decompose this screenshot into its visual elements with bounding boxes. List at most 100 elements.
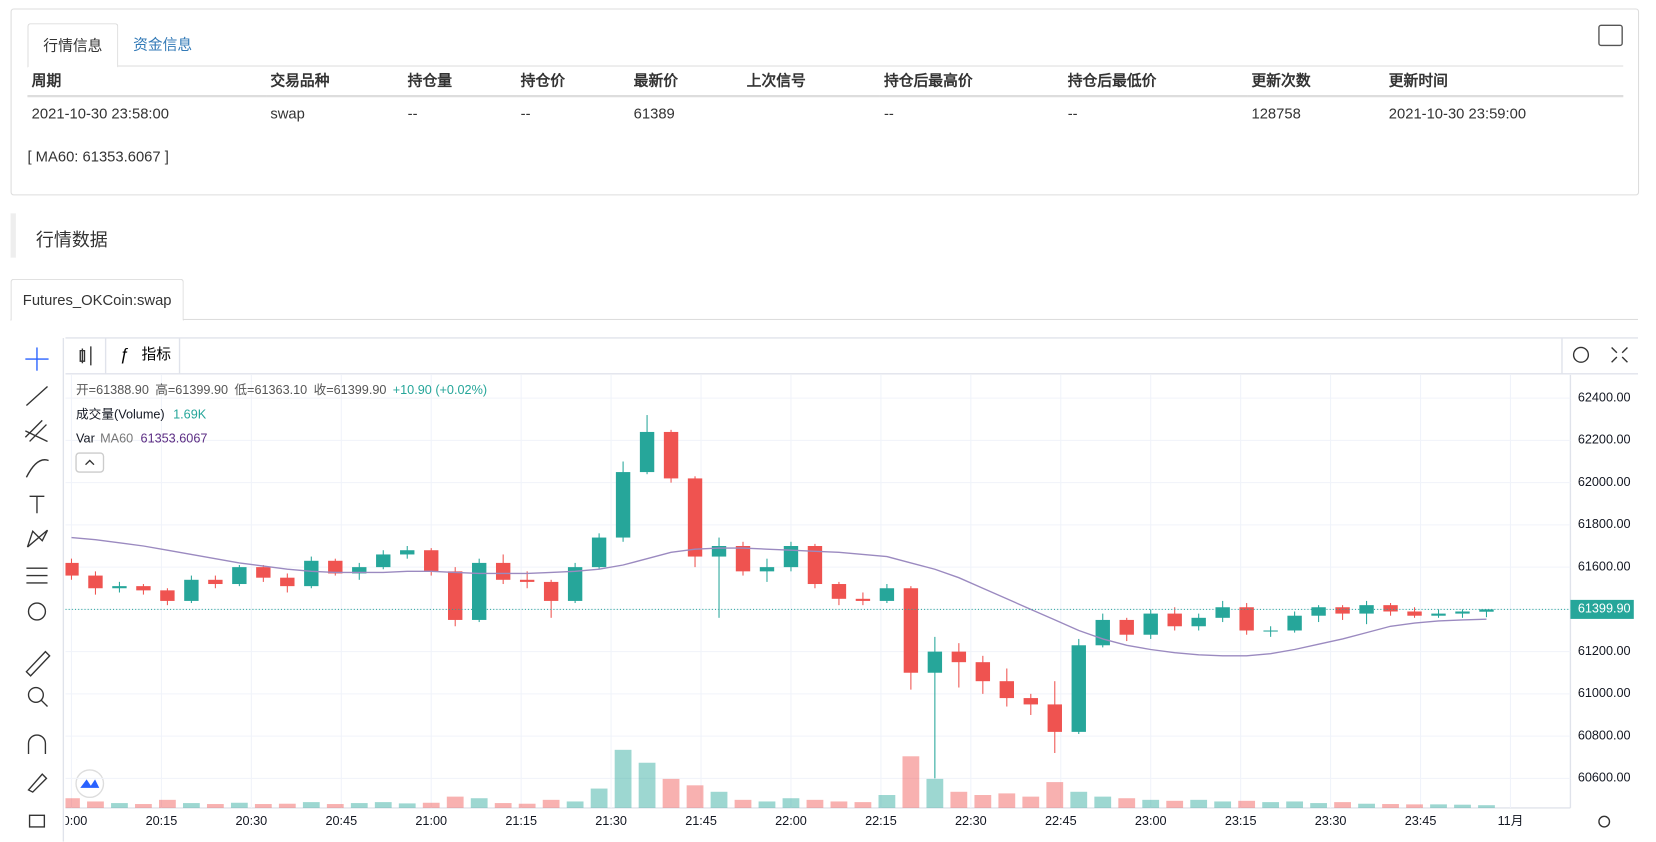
candle-body (831, 584, 847, 599)
lock-icon[interactable] (28, 814, 46, 828)
volume-bar (135, 804, 152, 808)
zoom-icon[interactable] (27, 686, 49, 708)
volume-bar (1214, 801, 1232, 808)
y-tick-label: 60800.00 (1578, 728, 1631, 742)
tab[interactable]: 资金信息 (133, 35, 193, 53)
volume-bar (159, 799, 176, 808)
table-header: 最新价 (629, 65, 743, 98)
table-header: 持仓量 (403, 65, 517, 98)
volume-bar (662, 778, 680, 808)
candle-body (328, 560, 343, 574)
logo (80, 779, 100, 788)
volume-bar (1190, 799, 1208, 808)
candle-body (663, 431, 679, 479)
volume-bar (374, 802, 392, 808)
magnet-icon[interactable] (27, 734, 47, 755)
pattern-icon[interactable] (26, 529, 49, 548)
volume-bar (998, 793, 1016, 808)
candle-body (1311, 607, 1326, 616)
candle-type-icon[interactable] (79, 346, 92, 366)
lock-draw-icon[interactable] (27, 773, 48, 793)
volume-bar (926, 778, 944, 808)
volume-bar (710, 791, 728, 808)
candle-body (232, 567, 247, 585)
settings-icon[interactable] (1572, 346, 1590, 363)
candle-body (759, 567, 775, 572)
candle-body (304, 560, 319, 587)
volume-bar (1406, 804, 1423, 808)
table-header: 持仓后最低价 (1063, 65, 1248, 98)
indicators-button[interactable]: 指标 (142, 346, 172, 363)
volume-bar (230, 802, 248, 808)
table-header: 更新次数 (1247, 65, 1385, 98)
candle-body (1023, 698, 1038, 705)
ma-legend-name: MA60 (100, 432, 133, 446)
candle-body (567, 567, 583, 601)
candle-body (376, 554, 391, 568)
last-price-box (1570, 599, 1634, 619)
crosshair-icon[interactable] (25, 347, 49, 371)
table-cell: swap (270, 104, 305, 122)
section-title: 行情数据 (35, 230, 108, 251)
candle-body (400, 550, 415, 555)
table-header: 上次信号 (742, 65, 880, 98)
volume-bar (350, 803, 368, 808)
candle-body (280, 577, 295, 587)
volume-bar (1166, 800, 1184, 808)
x-tick-label: 21:30 (595, 814, 627, 828)
volume-bar (854, 802, 872, 808)
candle-body (1119, 619, 1134, 635)
x-tick-label: 21:00 (415, 814, 447, 828)
brush-icon[interactable] (25, 459, 49, 478)
candle-body (471, 562, 487, 620)
table-cell: 61389 (633, 104, 675, 122)
candle-body (1263, 630, 1278, 632)
candle-body (975, 662, 991, 682)
x-tick-label: 20:00 (56, 814, 88, 828)
volume-bar (1478, 805, 1495, 808)
candle-body (519, 579, 535, 582)
text-icon[interactable] (29, 495, 45, 514)
x-tick-label: 23:00 (1135, 814, 1167, 828)
candle-body (448, 571, 463, 620)
candle-body (855, 598, 871, 601)
trendline-icon[interactable] (25, 386, 48, 407)
volume-bar (542, 799, 560, 808)
volume-bar (1262, 802, 1280, 808)
volume-bar (494, 803, 512, 808)
table-header: 持仓后最高价 (879, 65, 1064, 98)
volume-bar (254, 804, 272, 808)
volume-bar (974, 795, 992, 808)
candle-body (879, 588, 895, 601)
prediction-icon[interactable] (26, 567, 48, 584)
table-cell: -- (883, 104, 894, 122)
fib-icon[interactable] (24, 419, 48, 443)
candle-body (1335, 607, 1350, 614)
fullscreen-icon[interactable] (1611, 346, 1628, 363)
volume-legend-name: 成交量(Volume) (76, 406, 165, 421)
x-tick-label: 23:45 (1405, 814, 1437, 828)
volume-bar (446, 796, 464, 808)
collapse-button[interactable] (75, 452, 105, 473)
expand-icon[interactable] (1598, 24, 1623, 47)
volume-bar (65, 798, 80, 808)
chart-tab[interactable]: Futures_OKCoin:swap (10, 278, 184, 322)
x-tick-label: 22:30 (955, 814, 987, 828)
ma-line (71, 536, 1487, 657)
x-tick-label: 23:15 (1225, 814, 1257, 828)
fx-icon[interactable]: ƒ (119, 344, 128, 363)
volume-bar (1238, 800, 1256, 808)
x-tick-label: 11月 (1498, 814, 1524, 828)
ruler-icon[interactable] (25, 650, 51, 677)
candle-body (639, 431, 655, 473)
candle-body (711, 546, 727, 557)
emoji-icon[interactable] (27, 602, 47, 621)
volume-bar (566, 801, 584, 808)
autoscale-icon[interactable] (1598, 815, 1611, 828)
tab[interactable]: 行情信息 (27, 23, 119, 68)
info-table: 周期 交易品种 持仓量 持仓价 最新价 上次信号 持仓后最高价 持仓后最低价 更新次数 更新时间 … (27, 65, 1624, 128)
x-tick-label: 22:00 (775, 814, 807, 828)
